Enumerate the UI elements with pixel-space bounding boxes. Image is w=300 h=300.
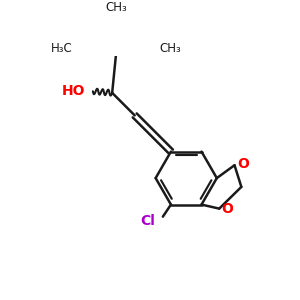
Text: HO: HO xyxy=(61,84,85,98)
Text: O: O xyxy=(222,202,233,216)
Text: O: O xyxy=(237,158,249,171)
Text: Cl: Cl xyxy=(140,214,155,228)
Text: CH₃: CH₃ xyxy=(160,42,182,55)
Text: CH₃: CH₃ xyxy=(105,1,127,14)
Text: H₃C: H₃C xyxy=(51,42,73,55)
